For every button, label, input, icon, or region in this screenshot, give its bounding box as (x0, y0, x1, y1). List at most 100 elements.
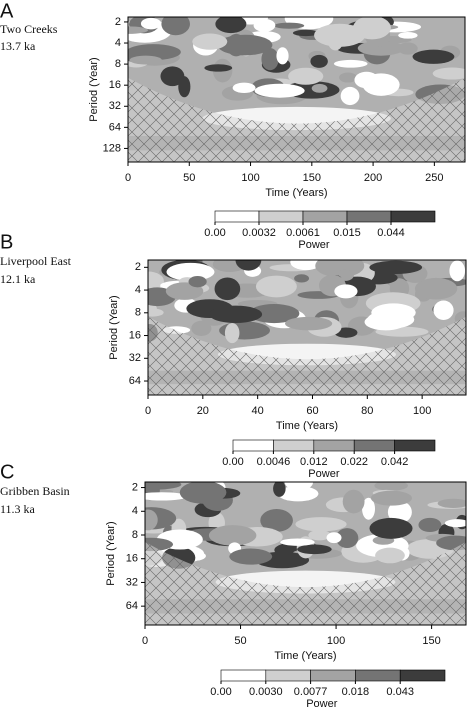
site-name: Two Creeks (0, 22, 58, 36)
field-blob (178, 76, 191, 98)
field-blob (277, 486, 319, 502)
x-axis-label: Time (Years) (274, 650, 336, 662)
colorbar-label: Power (308, 468, 340, 480)
field-blob (276, 47, 289, 65)
plot-frame (127, 16, 466, 163)
field-blob (208, 525, 257, 546)
field-blob (414, 277, 458, 300)
field-blob (433, 300, 454, 321)
field-blob (214, 277, 241, 301)
field-blob (145, 509, 158, 531)
y-tick-label: 64 (109, 121, 121, 133)
field-blob (235, 260, 262, 271)
field-blob (261, 48, 279, 71)
field-blob (328, 33, 343, 51)
colorbar-tick-label: 0.00 (204, 227, 225, 239)
panel-letter: B (0, 231, 13, 253)
colorbar-segment (346, 210, 392, 223)
colorbar-tick-label: 0.022 (340, 456, 368, 468)
field-blob (362, 73, 400, 96)
x-tick-label: 150 (303, 172, 321, 184)
field-blob (311, 83, 328, 93)
y-tick-label: 2 (135, 261, 141, 273)
field-blob (294, 274, 310, 283)
field-blob (260, 508, 293, 532)
field-blob (371, 303, 416, 322)
field-blob (204, 64, 233, 72)
y-axis-label: Period (Year) (108, 295, 120, 359)
x-tick-label: 150 (422, 635, 440, 647)
y-axis-label: Period (Year) (88, 57, 100, 121)
field-blob (292, 29, 319, 37)
colorbar-segment (313, 439, 355, 452)
y-tick-label: 8 (132, 529, 138, 541)
field-blob (375, 547, 405, 564)
colorbar-segment (302, 210, 348, 223)
field-blob (160, 66, 185, 87)
y-tick-label: 2 (132, 481, 138, 493)
field-blob (333, 59, 368, 68)
x-tick-label: 0 (145, 405, 151, 417)
field-blob (145, 492, 188, 501)
colorbar-segment (310, 669, 356, 682)
field-blob (297, 544, 332, 555)
colorbar-segment (258, 210, 304, 223)
y-tick-label: 4 (132, 505, 138, 517)
y-tick-label: 16 (126, 553, 138, 565)
panel-letter: A (0, 0, 14, 22)
colorbar-tick-label: 0.044 (377, 227, 405, 239)
y-tick-label: 32 (126, 576, 138, 588)
field-blob (215, 17, 247, 34)
field-blob (432, 67, 465, 80)
field-blob (285, 316, 333, 331)
colorbar-tick-label: 0.042 (381, 456, 409, 468)
x-tick-label: 100 (241, 172, 259, 184)
colorbar-tick-label: 0.00 (210, 686, 231, 698)
field-blob (353, 17, 391, 40)
y-tick-label: 16 (109, 79, 121, 91)
y-tick-label: 32 (109, 100, 121, 112)
field-blob (339, 72, 357, 83)
field-blob (192, 33, 228, 50)
colorbar-tick-label: 0.018 (342, 686, 370, 698)
colorbar-segment (390, 210, 436, 223)
field-blob (444, 519, 466, 528)
colorbar-segment (353, 439, 395, 452)
field-blob (387, 500, 412, 524)
field-blob (310, 54, 328, 68)
site-age: 12.1 ka (0, 272, 36, 286)
field-blob (374, 482, 408, 491)
colorbar-tick-label: 0.0061 (286, 227, 320, 239)
field-blob (370, 490, 413, 506)
field-blob (284, 482, 314, 491)
power-field (148, 260, 466, 395)
field-blob (369, 260, 423, 274)
field-blob (148, 303, 157, 314)
power-field (128, 17, 465, 162)
colorbar-segment (232, 439, 274, 452)
y-tick-label: 4 (135, 284, 141, 296)
y-axis-label: Period (Year) (105, 521, 117, 585)
x-tick-label: 50 (234, 635, 246, 647)
colorbar-segment (220, 669, 267, 682)
y-tick-label: 8 (135, 307, 141, 319)
field-blob (229, 548, 273, 565)
colorbar-tick-label: 0.0046 (257, 456, 291, 468)
field-blob (129, 55, 162, 65)
field-blob (179, 482, 227, 504)
x-tick-label: 80 (361, 405, 373, 417)
field-blob (166, 262, 215, 281)
field-blob (161, 17, 190, 36)
field-blob (437, 498, 466, 508)
x-tick-label: 200 (364, 172, 382, 184)
field-blob (273, 22, 305, 29)
field-blob (128, 26, 149, 34)
field-blob (280, 538, 315, 546)
field-blob (191, 320, 212, 336)
colorbar-segment (273, 439, 315, 452)
x-tick-label: 40 (252, 405, 264, 417)
site-age: 11.3 ka (0, 502, 36, 516)
colorbar-label: Power (298, 239, 330, 251)
